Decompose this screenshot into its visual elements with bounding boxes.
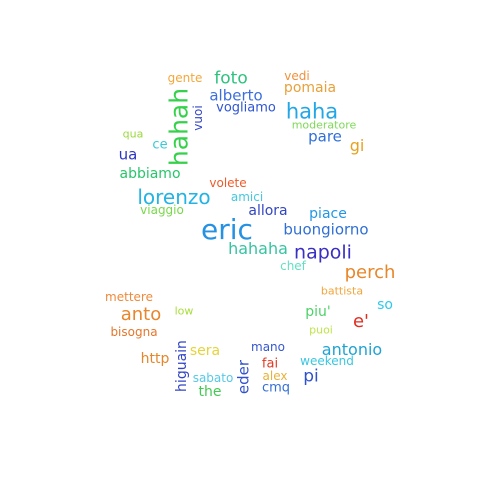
word-the: the [198, 384, 222, 400]
word-higuain: higuain [174, 340, 190, 392]
word-gi: gi [349, 136, 365, 155]
word-gente: gente [167, 71, 203, 85]
word-perch: perch [344, 262, 396, 283]
word-ce: ce [152, 137, 168, 153]
word-piace: piace [309, 206, 347, 222]
word-antonio: antonio [321, 340, 383, 359]
word-pare: pare [308, 127, 342, 146]
word-napoli: napoli [294, 241, 352, 264]
word-chef: chef [280, 259, 306, 273]
word-haha: haha [285, 99, 339, 124]
word-sera: sera [189, 343, 221, 359]
word-cmq: cmq [261, 380, 291, 396]
word-foto: foto [214, 68, 248, 89]
word-hahah: hahah [164, 87, 194, 167]
word-eder: eder [234, 359, 253, 395]
word-volete: volete [209, 176, 247, 190]
word-allora: allora [248, 203, 288, 219]
word-lorenzo: lorenzo [137, 185, 211, 209]
word-anto: anto [120, 304, 162, 325]
word-mettere: mettere [105, 290, 153, 304]
word-puoi: puoi [309, 323, 333, 337]
word-moderatore: moderatore [291, 118, 357, 132]
word-mano: mano [251, 340, 285, 354]
word-piu: piu' [305, 304, 331, 320]
word-battista: battista [320, 284, 364, 298]
word-bisogna: bisogna [110, 325, 158, 339]
word-sabato: sabato [192, 371, 234, 385]
word-viaggio: viaggio [140, 203, 184, 217]
word-http: http [140, 351, 170, 367]
word-qua: qua [122, 127, 144, 141]
word-pi: pi [303, 366, 319, 387]
word-fai: fai [261, 356, 279, 372]
word-alex: alex [262, 369, 288, 383]
word-buongiorno: buongiorno [283, 220, 369, 239]
word-hahaha: hahaha [228, 239, 288, 258]
word-ua: ua [118, 145, 138, 164]
word-e-accent: e' [352, 311, 370, 332]
word-so: so [377, 297, 393, 313]
word-vedi: vedi [284, 69, 310, 83]
word-vogliamo: vogliamo [216, 100, 276, 116]
word-amici: amici [230, 190, 264, 204]
word-eric: eric [201, 213, 253, 246]
word-pomaia: pomaia [283, 80, 337, 96]
word-weekend: weekend [300, 354, 354, 368]
word-low: low [174, 304, 194, 318]
word-alberto: alberto [209, 86, 263, 105]
word-vuoi: vuoi [191, 105, 205, 131]
word-abbiamo: abbiamo [119, 166, 181, 182]
